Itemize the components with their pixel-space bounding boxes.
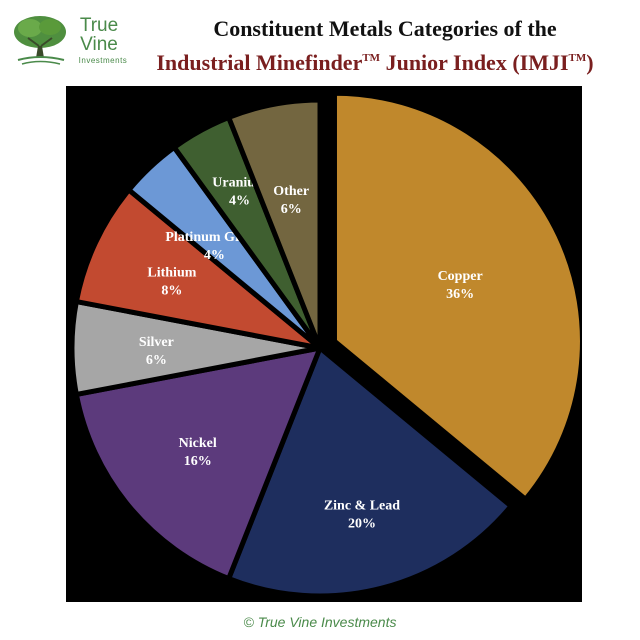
title-main: Industrial Minefinder [156,50,363,75]
tree-icon [14,16,66,65]
slice-percent: 16% [184,454,212,469]
slice-label: Silver 6% [139,335,174,368]
pie-slice-other [226,97,323,351]
title-end: ) [586,50,594,75]
slice-percent: 4% [229,194,250,209]
slice-name: Copper [438,269,483,284]
copyright-text: © True Vine Investments [243,614,397,630]
pie-slice-zinc-lead [226,345,514,599]
logo-subtitle: Investments [78,56,128,65]
slice-percent: 6% [146,353,167,368]
slice-label: Copper 36% [438,269,483,302]
slice-percent: 4% [204,248,225,263]
title-mid: Junior Index (IMJI [380,50,569,75]
chart-title-line2: Industrial MinefinderTM Junior Index (IM… [130,50,620,76]
slice-name: Other [273,184,309,199]
trademark-mark: TM [362,52,381,64]
slice-name: Silver [139,335,174,350]
slice-percent: 36% [446,287,474,302]
slice-percent: 8% [161,283,182,298]
trademark-mark: TM [568,52,587,64]
slice-label: Lithium 8% [147,265,196,298]
pie-chart-area: Copper 36% Zinc & Lead 20% Nickel 16% Silver 6%… [66,86,582,602]
slice-label: Other 6% [273,184,309,217]
slice-name: Lithium [147,265,196,280]
pie-slice-lithium [73,187,323,351]
logo-name: True Vine [68,16,130,54]
slice-percent: 6% [281,202,302,217]
pie-slice-nickel [73,345,323,582]
pie-chart: Copper 36% Zinc & Lead 20% Nickel 16% Silver 6%… [69,90,582,599]
slice-label: Nickel 16% [179,436,217,469]
true-vine-logo: True Vine Investments [10,12,140,68]
chart-title-line1: Constituent Metals Categories of the [213,16,557,41]
pie-slice-copper [331,90,582,502]
logo-line2: Vine [80,34,118,55]
slice-label: Zinc & Lead 20% [324,498,400,531]
slice-name: Zinc & Lead [324,498,400,513]
slice-percent: 20% [348,516,376,531]
slice-name: Nickel [179,436,217,451]
logo-line1: True [79,15,119,36]
